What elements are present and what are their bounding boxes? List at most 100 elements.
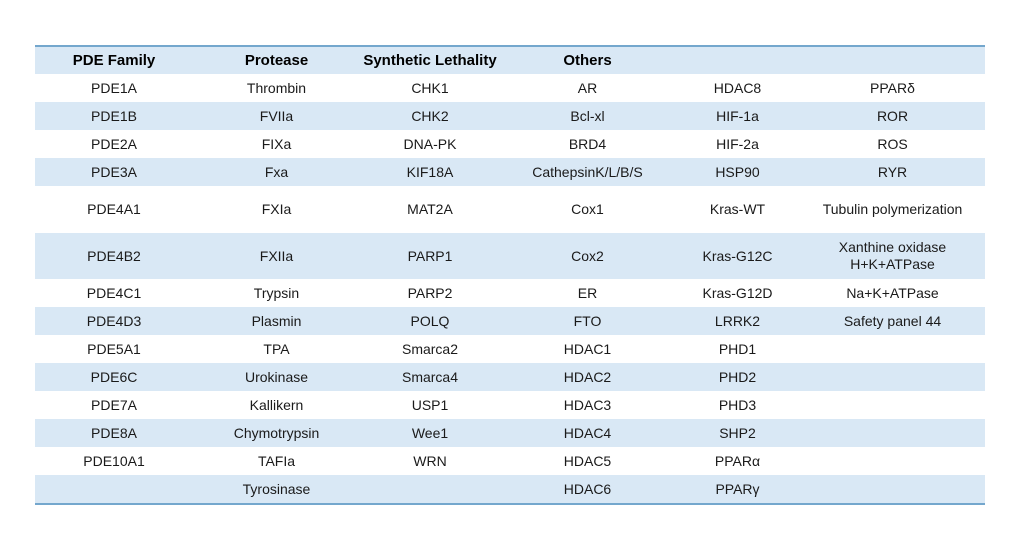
table-cell: Kras-G12C: [702, 247, 773, 264]
table-cell: Trypsin: [253, 284, 300, 301]
table-cell: PHD1: [718, 340, 757, 357]
table-cell: PDE2A: [91, 135, 137, 152]
table-cell: POLQ: [410, 312, 450, 329]
table-cell: WRN: [413, 452, 447, 469]
table-cell: ROR: [876, 107, 909, 124]
table-cell: PDE6C: [90, 368, 138, 385]
table-cell: PDE3A: [91, 163, 137, 180]
table-cell: Kras-G12D: [702, 284, 773, 301]
table-cell: PDE5A1: [87, 340, 141, 357]
table-cell: PDE7A: [91, 396, 137, 413]
table-row: PDE7A Kallikern USP1 HDAC3 PHD3: [35, 391, 985, 419]
table-cell: PDE8A: [91, 424, 137, 441]
table-cell: FXIIa: [259, 247, 294, 264]
table-cell: MAT2A: [407, 201, 453, 218]
table-cell: KIF18A: [406, 163, 454, 180]
table-row: Tyrosinase HDAC6 PPARγ: [35, 475, 985, 503]
table-cell: CathepsinK/L/B/S: [532, 163, 643, 180]
table-row: PDE4C1 Trypsin PARP2 ER Kras-G12D Na+K+ATPase: [35, 279, 985, 307]
table-cell: Urokinase: [244, 368, 309, 385]
table-cell: Smarca2: [401, 340, 459, 357]
table-cell: FTO: [573, 312, 602, 329]
table-cell: [35, 475, 193, 503]
table-cell: [800, 475, 985, 503]
table-cell: CHK1: [411, 79, 449, 96]
table-cell: HIF-1a: [716, 107, 759, 124]
table-cell: LRRK2: [714, 312, 761, 329]
table-row: PDE1A Thrombin CHK1 AR HDAC8 PPARδ: [35, 74, 985, 102]
table-cell: USP1: [411, 396, 449, 413]
column-header: [800, 47, 985, 74]
table-cell: Cox1: [571, 201, 604, 218]
table-cell: [800, 363, 985, 391]
table-row: PDE4D3 Plasmin POLQ FTO LRRK2 Safety panel 44: [35, 307, 985, 335]
table-cell: PARP2: [407, 284, 453, 301]
table-cell: Xanthine oxidase H+K+ATPase: [838, 239, 947, 272]
table-cell: Bcl-xl: [570, 107, 605, 124]
table-cell: FIXa: [261, 135, 292, 152]
table-row: PDE4B2 FXIIa PARP1 Cox2 Kras-G12C Xanthine ox…: [35, 233, 985, 279]
table-row: PDE3A Fxa KIF18A CathepsinK/L/B/S HSP90 RYR: [35, 158, 985, 186]
table-cell: [800, 447, 985, 475]
table-cell: PPARα: [714, 452, 761, 469]
table-cell: Fxa: [264, 163, 289, 180]
table-cell: Thrombin: [246, 79, 307, 96]
table-cell: RYR: [877, 163, 908, 180]
table-cell: Chymotrypsin: [233, 424, 320, 441]
column-header: Others: [563, 51, 612, 69]
table-row: PDE1B FVIIa CHK2 Bcl-xl HIF-1a ROR: [35, 102, 985, 130]
table-cell: PDE4D3: [86, 312, 142, 329]
table-cell: TPA: [263, 340, 290, 357]
table-row: PDE5A1 TPA Smarca2 HDAC1 PHD1: [35, 335, 985, 363]
table-header-row: PDE Family Protease Synthetic Lethality Oth…: [35, 47, 985, 74]
table-cell: PDE4C1: [86, 284, 142, 301]
table-cell: FXIa: [261, 201, 292, 218]
table-row: PDE4A1 FXIa MAT2A Cox1 Kras-WT Tubulin polyme…: [35, 186, 985, 233]
table-cell: HDAC6: [563, 480, 612, 497]
table-cell: Kallikern: [249, 396, 304, 413]
table-cell: [360, 475, 500, 503]
table-cell: Tubulin polymerization: [822, 201, 963, 218]
table-cell: HDAC2: [563, 368, 612, 385]
table-cell: PARP1: [407, 247, 453, 264]
column-header: Protease: [244, 51, 309, 69]
table-cell: HDAC8: [713, 79, 762, 96]
column-header: PDE Family: [72, 51, 156, 69]
table-cell: PPARγ: [715, 480, 760, 497]
table-cell: PDE4A1: [87, 201, 141, 218]
table-cell: CHK2: [411, 107, 449, 124]
table-cell: PDE10A1: [83, 452, 145, 469]
table-cell: Kras-WT: [709, 201, 766, 218]
table-cell: HDAC3: [563, 396, 612, 413]
table-cell: SHP2: [719, 424, 756, 441]
column-header: Synthetic Lethality: [363, 51, 497, 69]
table-cell: AR: [577, 79, 598, 96]
table-cell: HSP90: [715, 163, 760, 180]
table-row: PDE6C Urokinase Smarca4 HDAC2 PHD2: [35, 363, 985, 391]
table-cell: [800, 391, 985, 419]
table-cell: PHD2: [718, 368, 757, 385]
table-cell: HDAC4: [563, 424, 612, 441]
table-cell: PDE1B: [91, 107, 137, 124]
table-cell: Smarca4: [401, 368, 459, 385]
table-cell: ER: [577, 284, 598, 301]
table-cell: Wee1: [411, 424, 449, 441]
table-cell: FVIIa: [259, 107, 294, 124]
table-cell: PHD3: [718, 396, 757, 413]
table-cell: Plasmin: [251, 312, 302, 329]
table-cell: Cox2: [571, 247, 604, 264]
table-cell: HDAC1: [563, 340, 612, 357]
table-cell: [800, 335, 985, 363]
table-cell: DNA-PK: [403, 135, 457, 152]
table-cell: ROS: [877, 135, 908, 152]
table-cell: HDAC5: [563, 452, 612, 469]
table-cell: HIF-2a: [716, 135, 759, 152]
table-cell: Tyrosinase: [242, 480, 311, 497]
table-cell: PPARδ: [870, 79, 915, 96]
pde-targets-table: PDE Family Protease Synthetic Lethality Oth…: [35, 45, 985, 505]
table-cell: PDE4B2: [87, 247, 141, 264]
table-row: PDE2A FIXa DNA-PK BRD4 HIF-2a ROS: [35, 130, 985, 158]
table-cell: Safety panel 44: [843, 312, 942, 329]
table-row: PDE8A Chymotrypsin Wee1 HDAC4 SHP2: [35, 419, 985, 447]
